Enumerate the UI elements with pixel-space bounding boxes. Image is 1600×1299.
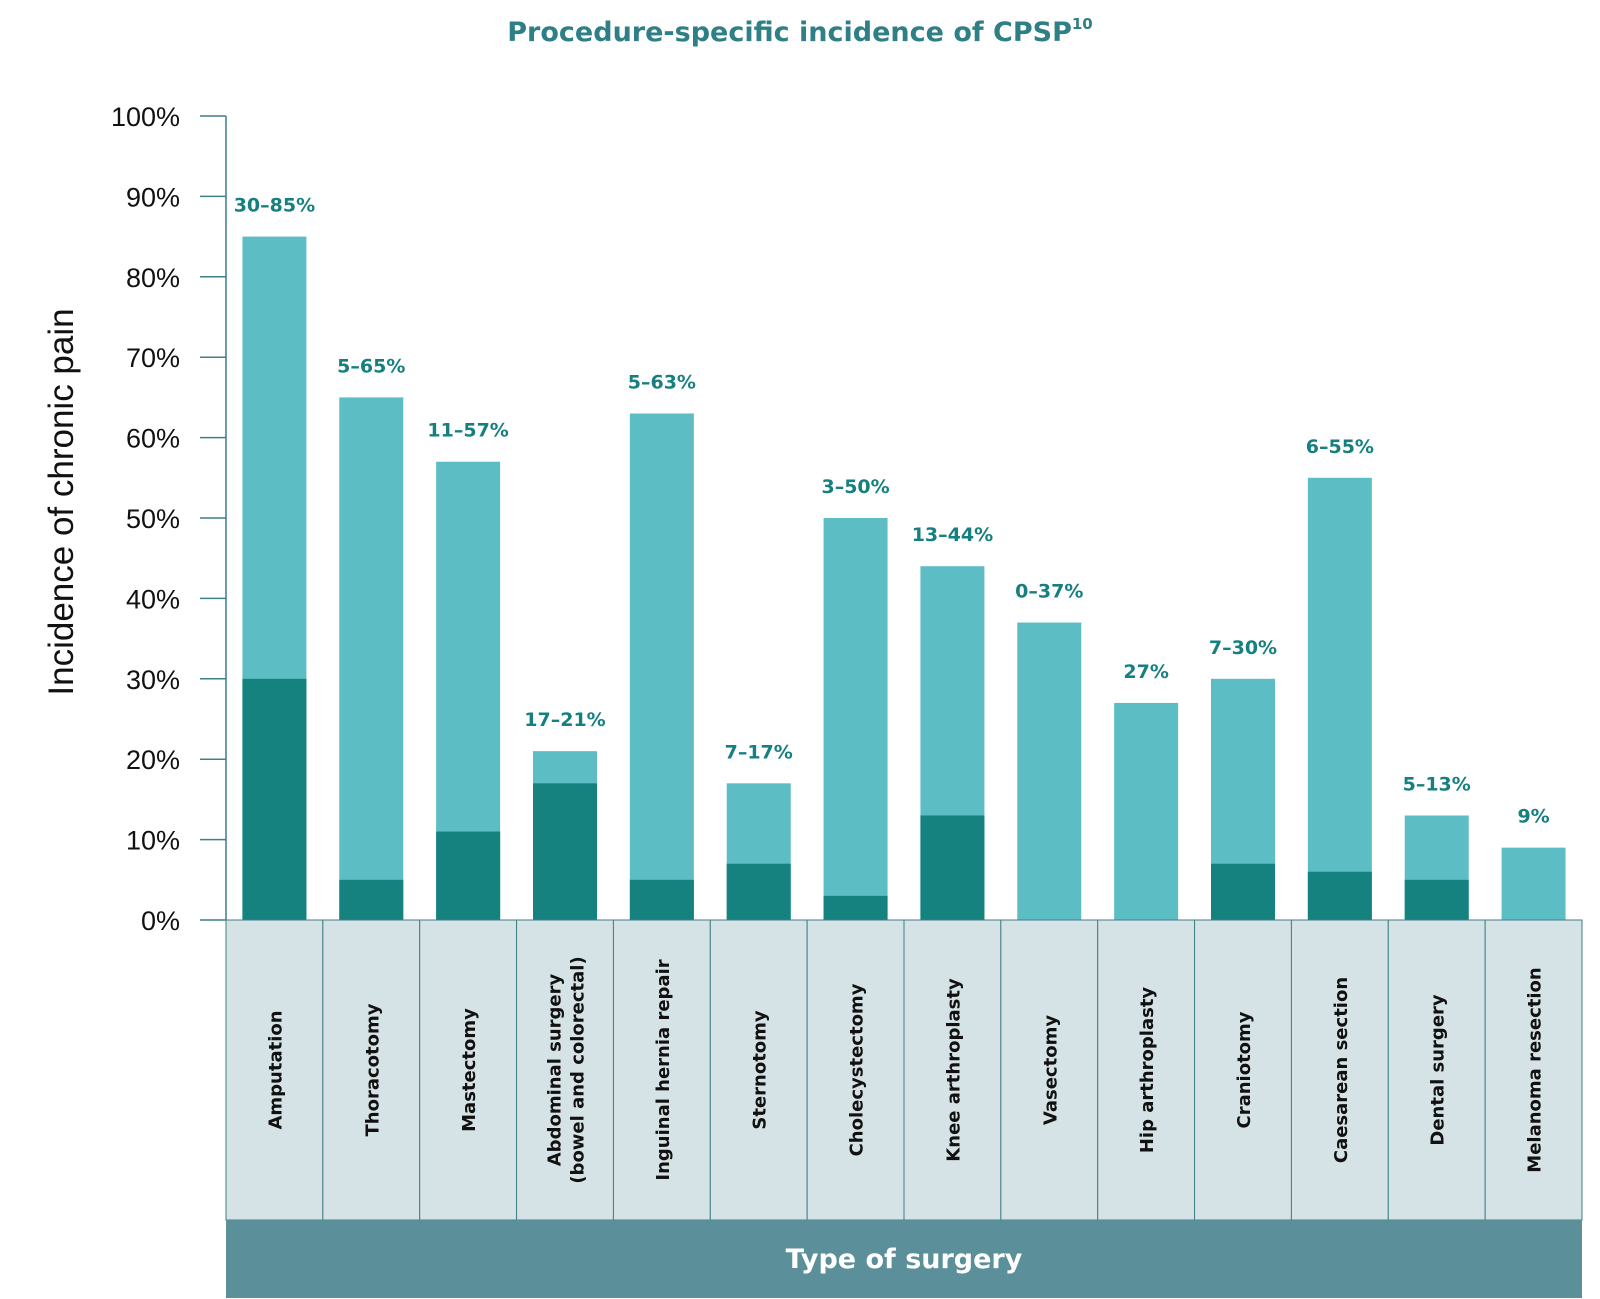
category-label: Caesarean section [1331,977,1352,1163]
data-label: 6–55% [1306,436,1374,458]
y-tick-label: 40% [126,584,180,614]
category-label: Melanoma resection [1525,967,1546,1172]
category-label: Mastectomy [459,1008,480,1132]
bar-low [920,815,985,920]
data-label: 3–50% [821,476,889,498]
category-cell [516,919,614,1221]
chart-title: Procedure-specific incidence of CPSP10 [507,15,1092,48]
category-cell [1387,919,1486,1221]
category-cell [1097,919,1196,1221]
bar-high [1017,622,1082,920]
category-cell [1194,919,1292,1221]
bar-low [1307,871,1372,920]
x-axis-label-band [226,1220,1582,1298]
category-label: Cholecystectomy [847,983,868,1156]
category-label: Sternotomy [750,1010,771,1130]
bar-high [339,397,404,920]
bar-low [339,879,404,920]
y-axis: 0% 10% 20% 30% 40% 50% 60% 70% 80% 90% 100% [111,102,227,936]
bars: 30–85% 5–65% 11–57% 17–21% 5–63% 7–17% 3–50% 13… [234,195,1566,921]
y-tick-label: 30% [126,665,180,695]
title-superscript: 10 [1072,15,1093,33]
y-tick-label: 60% [126,424,180,454]
y-tick-label: 10% [126,826,180,856]
category-cell [806,919,905,1221]
category-cell [1484,919,1583,1221]
category-label: Inguinal hernia repair [653,959,674,1180]
bar-low [726,863,791,920]
category-cell [322,919,421,1221]
data-label: 9% [1517,806,1549,828]
bar-low [242,678,307,920]
bar-low [823,895,888,920]
y-tick-label: 50% [126,504,180,534]
category-label: Amputation [265,1010,286,1129]
bar-low [629,879,694,920]
bar-high [1307,477,1372,920]
bar-low [1211,863,1275,920]
x-axis-label: Type of surgery [786,1244,1023,1275]
data-label: 30–85% [234,195,315,217]
category-label: Vasectomy [1040,1015,1061,1125]
bar-low [533,783,597,920]
bar-high [629,413,694,920]
y-tick-label: 100% [111,102,180,132]
y-tick-label: 0% [141,906,180,936]
data-label: 11–57% [427,420,508,442]
x-axis-categories: Amputation Thoracotomy Mastectomy Abdominal… [225,919,1583,1221]
data-label: 5–65% [337,355,405,377]
category-label: Thoracotomy [362,1003,383,1136]
category-label: Hip arthroplasty [1137,987,1158,1154]
y-tick-label: 20% [126,745,180,775]
bar-high [1114,702,1179,920]
data-label: 27% [1123,661,1168,683]
bar-high [823,518,888,920]
data-label: 7–30% [1209,637,1277,659]
category-label: Abdominal surgery (bowel and colorectal) [545,956,589,1183]
y-tick-label: 80% [126,263,180,293]
bar-low [436,831,501,920]
bar-high [1501,847,1566,920]
category-cell [225,919,324,1221]
y-tick-label: 90% [126,182,180,212]
data-label: 5–13% [1403,773,1471,795]
category-cell [709,919,808,1221]
category-cell [419,919,518,1221]
data-label: 5–63% [628,371,696,393]
data-label: 13–44% [912,524,993,546]
bar-low [1404,879,1469,920]
y-axis-label: Incidence of chronic pain [42,308,81,695]
category-label: Craniotomy [1234,1011,1255,1128]
category-label: Dental surgery [1428,994,1449,1146]
category-cell [612,919,711,1221]
y-tick-label: 70% [126,343,180,373]
data-label: 17–21% [524,709,605,731]
data-label: 7–17% [725,741,793,763]
data-label: 0–37% [1015,581,1083,603]
category-label: Knee arthroplasty [943,978,964,1162]
